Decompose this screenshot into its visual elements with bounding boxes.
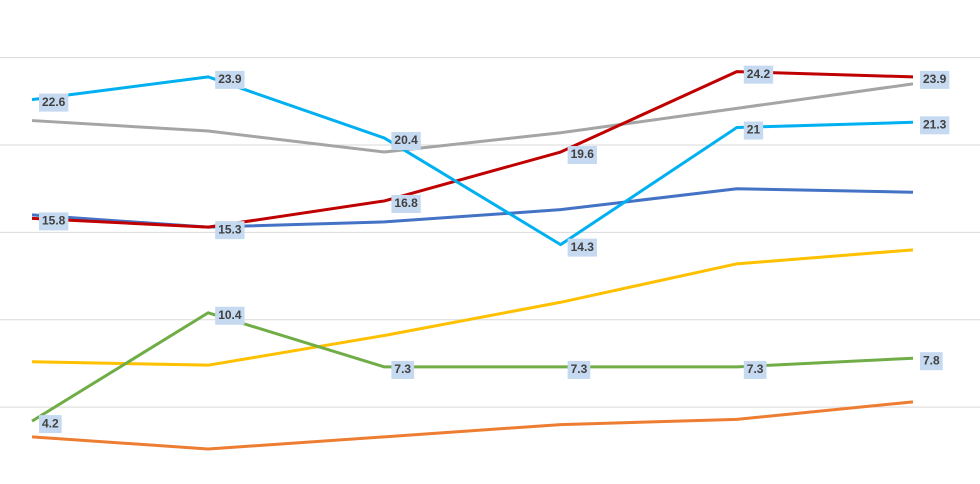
data-label-box bbox=[567, 360, 591, 379]
series-line bbox=[31, 70, 914, 229]
data-label: 4.2 bbox=[42, 416, 59, 430]
data-label: 24.2 bbox=[747, 67, 771, 81]
data-label: 23.9 bbox=[923, 72, 947, 86]
series-line bbox=[31, 248, 914, 367]
data-label-box bbox=[39, 212, 69, 231]
data-label: 23.9 bbox=[218, 72, 242, 86]
data-label-box bbox=[920, 352, 943, 371]
data-label-box bbox=[215, 306, 245, 325]
data-label-box bbox=[391, 194, 421, 213]
data-label: 10.4 bbox=[218, 308, 242, 322]
data-label: 7.8 bbox=[923, 353, 940, 367]
series-line bbox=[31, 75, 914, 247]
data-label-box bbox=[391, 360, 415, 379]
data-label: 22.6 bbox=[42, 95, 66, 109]
data-label: 14.3 bbox=[571, 240, 595, 254]
data-label: 16.8 bbox=[394, 196, 418, 210]
data-label-box bbox=[743, 360, 767, 379]
data-label: 15.8 bbox=[42, 214, 66, 228]
data-label: 7.3 bbox=[394, 362, 411, 376]
data-label-box bbox=[743, 121, 764, 140]
data-label: 20.4 bbox=[394, 133, 418, 147]
data-label-box bbox=[215, 70, 245, 89]
data-label: 19.6 bbox=[571, 147, 595, 161]
series-line bbox=[31, 187, 914, 229]
series-line bbox=[31, 311, 914, 423]
data-label-box bbox=[39, 93, 69, 112]
data-label-box bbox=[39, 415, 62, 434]
data-label-box bbox=[215, 221, 245, 240]
data-label-box bbox=[567, 238, 597, 257]
data-label-box bbox=[920, 70, 950, 89]
data-label: 7.3 bbox=[747, 362, 764, 376]
series-line bbox=[31, 400, 914, 451]
data-label-box bbox=[920, 116, 950, 135]
data-label-box bbox=[743, 65, 774, 84]
data-label: 21 bbox=[747, 123, 761, 137]
data-label-box bbox=[391, 132, 421, 151]
series-line bbox=[31, 82, 914, 154]
data-label: 21.3 bbox=[923, 117, 947, 131]
data-label: 15.3 bbox=[218, 222, 242, 236]
data-label: 7.3 bbox=[571, 362, 588, 376]
data-label-box bbox=[567, 146, 597, 165]
